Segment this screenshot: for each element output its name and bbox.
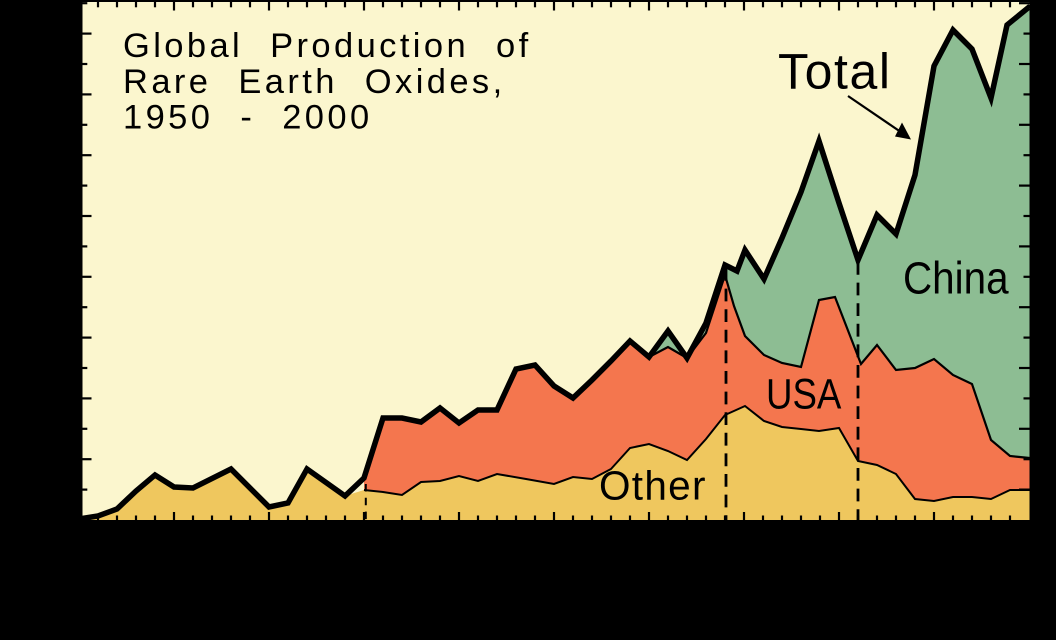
svg-text:China: China xyxy=(903,253,1009,304)
svg-text:Total: Total xyxy=(778,44,892,100)
svg-text:Global Production of: Global Production of xyxy=(123,27,532,65)
svg-text:Other: Other xyxy=(599,463,707,509)
svg-text:1950 - 2000: 1950 - 2000 xyxy=(123,99,373,137)
svg-text:Rare Earth Oxides,: Rare Earth Oxides, xyxy=(123,63,506,101)
svg-text:USA: USA xyxy=(766,371,842,418)
